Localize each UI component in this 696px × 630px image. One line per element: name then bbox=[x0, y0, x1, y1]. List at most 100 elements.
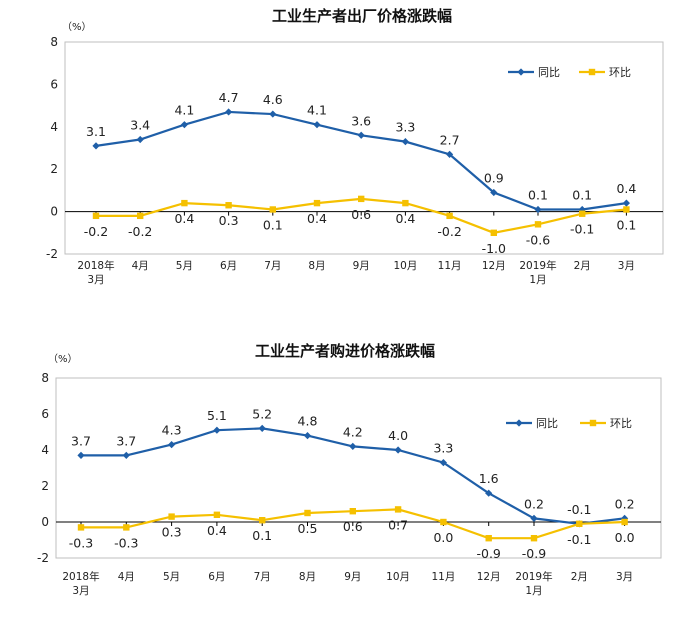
data-label: -0.6 bbox=[526, 232, 550, 247]
x-tick-label: 6月 bbox=[208, 571, 225, 583]
legend: 同比 环比 bbox=[508, 66, 631, 79]
legend-label: 同比 bbox=[536, 417, 558, 430]
data-label: 0.3 bbox=[219, 213, 239, 228]
x-tick-label: 2月 bbox=[574, 260, 591, 272]
y-tick-label: 4 bbox=[41, 443, 49, 457]
y-tick-label: 6 bbox=[41, 407, 49, 421]
data-label: -0.9 bbox=[477, 546, 501, 561]
data-point bbox=[92, 212, 100, 220]
data-point bbox=[485, 535, 492, 542]
data-point bbox=[349, 442, 357, 450]
y-tick-label: 4 bbox=[50, 120, 58, 134]
y-tick-label: -2 bbox=[46, 247, 58, 261]
data-point bbox=[357, 131, 365, 139]
data-point bbox=[622, 199, 630, 207]
x-tick-label: 10月 bbox=[393, 260, 417, 272]
data-label: -0.1 bbox=[567, 532, 591, 547]
y-tick-label: 2 bbox=[41, 479, 49, 493]
x-tick-label: 4月 bbox=[118, 571, 135, 583]
legend-label: 同比 bbox=[538, 66, 560, 79]
data-point bbox=[313, 199, 321, 207]
data-label: -0.3 bbox=[69, 535, 93, 550]
data-label: 3.4 bbox=[130, 118, 150, 133]
data-label: -0.2 bbox=[84, 224, 108, 239]
data-label: 0.1 bbox=[252, 528, 272, 543]
data-point bbox=[446, 150, 454, 158]
y-tick-label: 6 bbox=[50, 77, 58, 91]
data-point bbox=[402, 199, 409, 207]
data-label: 0.3 bbox=[162, 525, 182, 540]
data-label: 4.3 bbox=[162, 423, 182, 438]
legend-marker bbox=[515, 419, 523, 427]
x-tick-label: 3月 bbox=[616, 571, 633, 583]
y-tick-label: 2 bbox=[50, 162, 58, 176]
data-point bbox=[349, 508, 356, 515]
data-label: 0.2 bbox=[615, 496, 635, 511]
data-point bbox=[394, 506, 402, 513]
data-point bbox=[394, 446, 402, 454]
data-label: 5.1 bbox=[207, 408, 227, 423]
y-tick-label: 0 bbox=[50, 205, 58, 219]
data-point bbox=[623, 206, 630, 213]
x-tick-label: 12月 bbox=[482, 260, 506, 272]
chart-1: 工业生产者出厂价格涨跌幅 （%） -2 0 2 4 6 8 2018年 3月 4月 5月 6月 7月 8月 9… bbox=[46, 7, 664, 286]
y-unit-label: （%） bbox=[48, 353, 78, 365]
x-tick-label: 3月 bbox=[87, 274, 104, 286]
data-point bbox=[259, 517, 266, 524]
data-label: 1.6 bbox=[479, 471, 499, 486]
data-point bbox=[313, 121, 321, 129]
x-tick-label: 7月 bbox=[254, 571, 271, 583]
x-tick-label: 8月 bbox=[308, 260, 325, 272]
data-point bbox=[77, 524, 85, 531]
data-point bbox=[439, 459, 447, 467]
data-label: 3.6 bbox=[351, 113, 371, 128]
data-point bbox=[358, 195, 365, 203]
x-tick-label: 2018年 bbox=[77, 259, 114, 272]
legend-marker bbox=[517, 68, 525, 76]
data-point bbox=[92, 142, 100, 150]
data-point bbox=[534, 221, 542, 228]
x-tick-label: 5月 bbox=[163, 571, 180, 583]
data-point bbox=[180, 121, 188, 129]
data-label: 0.1 bbox=[572, 187, 592, 202]
plot-frame bbox=[55, 377, 662, 559]
data-label: 0.0 bbox=[615, 530, 635, 545]
x-tick-label: 2018年 bbox=[62, 570, 99, 583]
data-point bbox=[168, 441, 176, 449]
legend-label: 环比 bbox=[609, 66, 631, 79]
data-point bbox=[534, 205, 542, 214]
data-label: 4.7 bbox=[219, 90, 239, 105]
chart-2: 工业生产者购进价格涨跌幅 （%） -2 0 2 4 6 8 2018年 3月 4月 5月 6月 7月 8月 9… bbox=[37, 342, 662, 597]
data-point bbox=[530, 535, 538, 542]
data-label: 0.0 bbox=[433, 530, 453, 545]
data-point bbox=[225, 108, 233, 116]
data-point bbox=[440, 518, 447, 526]
data-label: -0.1 bbox=[570, 222, 594, 237]
x-tick-label: 11月 bbox=[431, 571, 455, 583]
data-label: 4.6 bbox=[263, 92, 283, 107]
legend-label: 环比 bbox=[610, 417, 632, 430]
data-label: 4.2 bbox=[343, 424, 363, 439]
data-point bbox=[485, 489, 493, 497]
data-label: -0.9 bbox=[522, 546, 546, 561]
data-point bbox=[530, 514, 538, 522]
data-label: 0.6 bbox=[343, 519, 363, 534]
x-tick-label: 2019年 bbox=[519, 259, 556, 272]
data-label: 3.3 bbox=[395, 120, 415, 135]
x-tick-label: 1月 bbox=[525, 585, 542, 597]
data-point bbox=[213, 511, 221, 518]
y-tick-label: 8 bbox=[50, 35, 58, 49]
data-point bbox=[181, 199, 188, 207]
data-point bbox=[621, 518, 628, 526]
data-label: 0.1 bbox=[528, 187, 548, 202]
data-point bbox=[136, 135, 144, 144]
y-tick-label: 0 bbox=[41, 515, 49, 529]
data-point bbox=[123, 524, 130, 531]
x-tick-label: 5月 bbox=[176, 260, 193, 272]
x-tick-label: 3月 bbox=[72, 585, 89, 597]
legend-marker bbox=[588, 68, 596, 76]
data-label: 3.3 bbox=[433, 441, 453, 456]
x-tick-label: 7月 bbox=[264, 260, 281, 272]
